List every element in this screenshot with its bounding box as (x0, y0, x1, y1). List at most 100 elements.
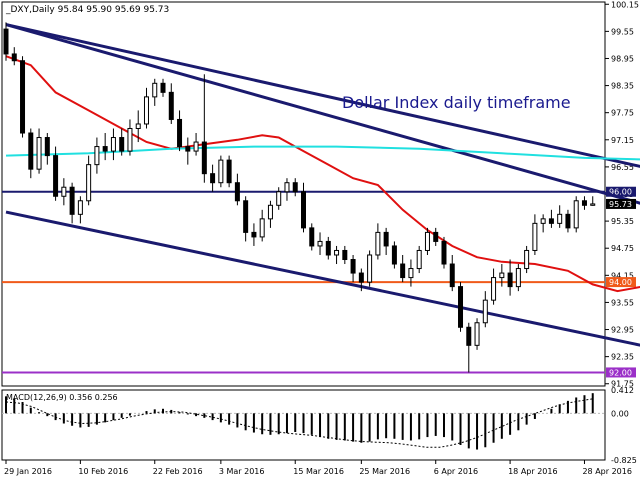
candle-body (267, 204, 273, 220)
y-tick-label: 91.75 (611, 380, 634, 389)
x-tick-label: 15 Mar 2016 (293, 467, 344, 476)
candle-body (334, 249, 340, 256)
candle-body (515, 268, 521, 288)
candle-body (168, 91, 174, 120)
candle-body (135, 123, 141, 129)
candle-body (61, 186, 67, 197)
x-tick-label: 3 Mar 2016 (219, 467, 265, 476)
candle-body (540, 218, 546, 224)
level-price-tag (606, 367, 636, 378)
candle-body (441, 240, 447, 265)
x-tick-label: 6 Apr 2016 (434, 467, 478, 476)
candle-body (565, 213, 571, 229)
moving-average-line (5, 55, 640, 293)
candle-body (590, 203, 596, 206)
y-tick-label: 92.35 (611, 353, 634, 362)
candle-body (301, 191, 306, 229)
y-tick-label: 98.95 (611, 54, 634, 63)
candle-body (119, 137, 125, 152)
candle-body (350, 259, 356, 274)
candle-body (284, 182, 290, 193)
x-tick-label: 22 Feb 2016 (153, 467, 203, 476)
candle-body (375, 231, 381, 256)
candle-body (86, 164, 92, 202)
candle-body (581, 200, 587, 206)
candle-body (292, 182, 298, 193)
candle-body (77, 200, 83, 215)
candle-body (259, 218, 265, 238)
y-tick-label: 97.75 (611, 109, 634, 118)
candle-body (400, 263, 406, 279)
candle-body (499, 272, 505, 279)
y-tick-label: 96.55 (611, 163, 634, 172)
macd-y-tick-label: 0.00 (611, 409, 629, 418)
candle-body (218, 159, 224, 184)
candle-body (160, 82, 166, 93)
candle-body (309, 227, 315, 247)
candle-body (94, 146, 100, 166)
candle-body (491, 277, 497, 301)
candle-body (234, 182, 240, 202)
candle-body (466, 326, 472, 346)
candle-body (367, 254, 373, 283)
candle-body (424, 231, 430, 251)
candle-body (548, 218, 554, 224)
candle-body (383, 231, 389, 247)
candle-body (44, 137, 50, 157)
chart-annotation: Dollar Index daily timeframe (342, 93, 571, 112)
trendline (5, 210, 640, 347)
candle-body (276, 191, 282, 206)
candle-body (243, 200, 249, 233)
candle-body (358, 272, 364, 283)
candle-body (143, 96, 149, 125)
x-tick-label: 29 Jan 2016 (4, 467, 52, 476)
candle-body (573, 200, 579, 229)
moving-average-line (5, 145, 640, 161)
macd-y-tick-label: 0.412 (611, 386, 634, 395)
trendline (5, 23, 640, 205)
candle-body (53, 155, 59, 197)
macd-y-tick-label: -0.825 (611, 456, 637, 465)
candle-body (251, 231, 257, 238)
candle-body (482, 299, 488, 324)
level-price-label: 96.00 (609, 188, 632, 197)
candle-body (507, 272, 513, 288)
x-tick-label: 28 Apr 2016 (582, 467, 631, 476)
candle-body (226, 159, 232, 184)
candle-body (210, 173, 216, 184)
candle-body (557, 213, 563, 224)
candle-body (28, 132, 34, 170)
level-price-tag (606, 186, 636, 197)
candle-body (325, 240, 331, 256)
candle-body (433, 231, 439, 242)
candle-body (201, 141, 207, 175)
y-tick-label: 97.15 (611, 136, 634, 145)
candle-body (193, 141, 199, 152)
candle-body (449, 263, 455, 288)
y-tick-label: 98.35 (611, 82, 634, 91)
level-price-tag (606, 277, 636, 288)
x-tick-label: 18 Apr 2016 (508, 467, 557, 476)
candle-body (110, 137, 116, 152)
candle-body (102, 146, 108, 152)
candle-body (3, 28, 9, 55)
candle-body (408, 268, 414, 279)
y-tick-label: 100.15 (611, 0, 639, 9)
y-tick-label: 99.55 (611, 27, 634, 36)
x-tick-label: 25 Mar 2016 (359, 467, 410, 476)
candle-body (474, 322, 480, 346)
level-price-label: 94.00 (609, 278, 632, 287)
candle-body (317, 240, 323, 247)
chart-header: _DXY,Daily 95.84 95.90 95.69 95.73 (5, 5, 169, 15)
candle-body (458, 286, 464, 328)
y-tick-label: 92.95 (611, 326, 634, 335)
last-price-tag (606, 198, 636, 209)
trendline (5, 23, 640, 168)
y-tick-label: 95.35 (611, 217, 634, 226)
candle-body (532, 222, 538, 251)
y-tick-label: 94.15 (611, 271, 634, 280)
candle-body (69, 186, 75, 215)
candle-body (185, 146, 191, 152)
